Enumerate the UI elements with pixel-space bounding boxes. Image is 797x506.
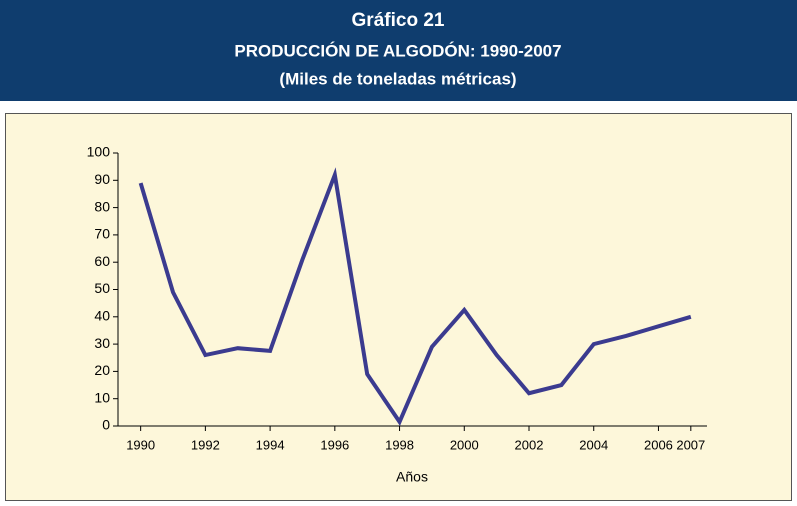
chart-title: Gráfico 21	[352, 10, 445, 31]
x-tick-label: 1990	[126, 437, 155, 452]
y-tick-label: 90	[94, 171, 110, 187]
x-tick-label: 2004	[579, 437, 608, 452]
y-tick-label: 0	[102, 417, 110, 433]
chart-frame	[5, 113, 792, 501]
y-tick-label: 20	[94, 362, 110, 378]
data-line	[138, 167, 692, 427]
y-tick-label: 60	[94, 253, 110, 269]
x-axis-label: Años	[396, 469, 428, 485]
x-tick-label: 1998	[385, 437, 414, 452]
y-tick-label: 30	[94, 335, 110, 351]
header-band	[0, 0, 797, 101]
x-tick-label: 2000	[450, 437, 479, 452]
x-tick-label: 2002	[515, 437, 544, 452]
x-tick-label: 1996	[320, 437, 349, 452]
x-tick-label: 2006	[644, 437, 673, 452]
y-tick-label: 80	[94, 198, 110, 214]
x-tick-label: 1994	[256, 437, 285, 452]
x-tick-label: 1992	[191, 437, 220, 452]
y-tick-label: 70	[94, 226, 110, 242]
y-tick-label: 100	[87, 144, 111, 160]
unit-note: (Miles de toneladas métricas)	[279, 69, 516, 88]
y-tick-label: 10	[94, 389, 110, 405]
x-tick-label: 2007	[676, 437, 705, 452]
y-tick-label: 50	[94, 280, 110, 296]
chart-subtitle: PRODUCCIÓN DE ALGODÓN: 1990-2007	[234, 41, 561, 60]
y-tick-label: 40	[94, 308, 110, 324]
